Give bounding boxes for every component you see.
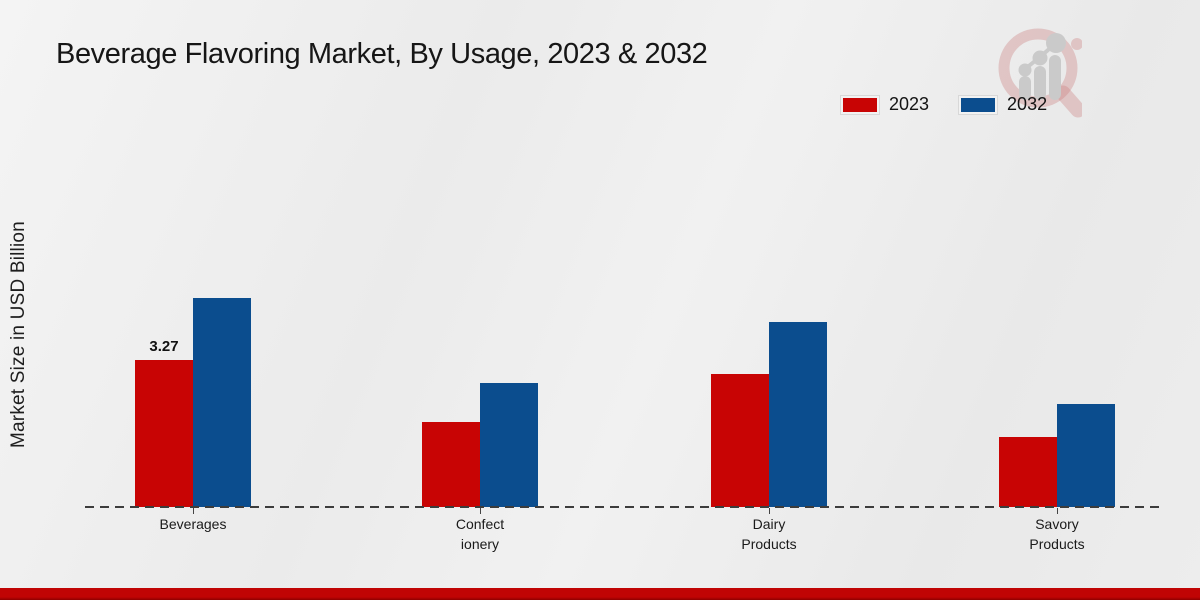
x-axis-tick bbox=[1057, 508, 1058, 514]
bar-2023-beverages bbox=[135, 360, 193, 507]
bar-2032-confectionery bbox=[480, 383, 538, 507]
legend-item-2023: 2023 bbox=[843, 94, 929, 115]
bar-2023-dairy-products bbox=[711, 374, 769, 507]
chart-title: Beverage Flavoring Market, By Usage, 202… bbox=[56, 38, 708, 70]
legend: 2023 2032 bbox=[843, 94, 1047, 115]
bar-2032-dairy-products bbox=[769, 322, 827, 507]
bar-2032-savory-products bbox=[1057, 404, 1115, 507]
category-label-savory-products: Savory Products bbox=[1029, 516, 1085, 552]
market-research-magnifier-watermark-icon bbox=[998, 28, 1082, 118]
legend-item-2032: 2032 bbox=[961, 94, 1047, 115]
x-axis-tick bbox=[480, 508, 481, 514]
legend-swatch-2032 bbox=[961, 97, 996, 112]
legend-label-2023: 2023 bbox=[889, 94, 930, 114]
x-axis-tick bbox=[769, 508, 770, 514]
legend-label-2032: 2032 bbox=[1007, 94, 1048, 114]
category-label-confectionery: Confect ionery bbox=[455, 516, 505, 552]
bar-2023-confectionery bbox=[422, 422, 480, 507]
footer-accent-band bbox=[0, 588, 1200, 600]
bar-2023-savory-products bbox=[999, 437, 1057, 507]
bar-value-label: 3.27 bbox=[149, 338, 179, 355]
x-axis-baseline bbox=[85, 506, 1165, 508]
category-label-beverages: Beverages bbox=[159, 516, 227, 532]
x-axis-tick bbox=[193, 508, 194, 514]
legend-swatch-2023 bbox=[843, 97, 877, 112]
category-label-dairy-products: Dairy Products bbox=[741, 516, 797, 552]
bar-2032-beverages bbox=[193, 298, 251, 507]
